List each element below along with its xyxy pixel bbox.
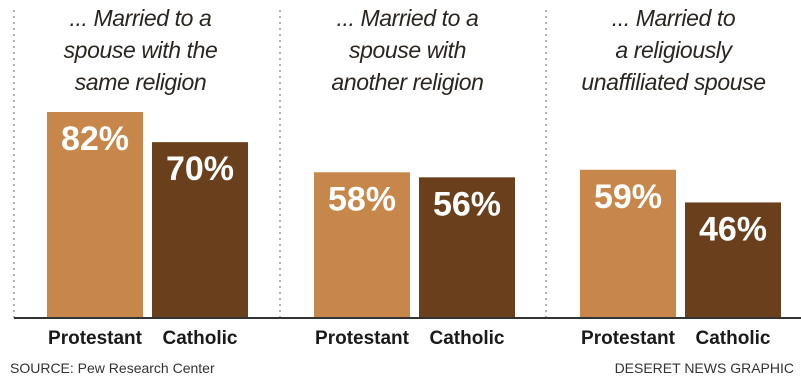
panel-title-line: spouse with xyxy=(349,37,466,63)
category-label: Protestant xyxy=(581,328,676,349)
panel-title-line: ... Married to xyxy=(612,5,736,31)
bar-catholic xyxy=(419,177,515,318)
panel-title-line: same religion xyxy=(75,69,207,95)
panel-title-line: another religion xyxy=(331,69,483,95)
bar-protestant xyxy=(314,172,410,318)
chart-panel: ... Married to a spouse with another relig… xyxy=(314,5,515,349)
category-label: Protestant xyxy=(48,328,143,349)
chart-panel: ... Married to a spouse with the same reli… xyxy=(47,5,248,349)
bar-value-label: 46% xyxy=(699,210,767,248)
panel-title-line: ... Married to a xyxy=(337,5,479,31)
bar-value-label: 70% xyxy=(166,150,234,188)
category-label: Catholic xyxy=(430,328,505,349)
panel-title: ... Married to a spouse with another relig… xyxy=(331,5,483,95)
panel-title: ... Married to a spouse with the same reli… xyxy=(64,5,218,95)
panel-title-line: unaffiliated spouse xyxy=(581,69,765,95)
bar-catholic xyxy=(152,142,248,318)
chart-panel: ... Married to a religiously unaffiliated … xyxy=(580,5,781,349)
graphic-credit: DESERET NEWS GRAPHIC xyxy=(615,360,794,376)
source-note: SOURCE: Pew Research Center xyxy=(10,360,215,376)
bar-value-label: 58% xyxy=(328,180,396,218)
bar-value-label: 56% xyxy=(433,185,501,223)
panel-title-line: a religiously xyxy=(615,37,733,63)
bar-value-label: 59% xyxy=(594,178,662,216)
panel-title: ... Married to a religiously unaffiliated … xyxy=(581,5,765,95)
panel-title-line: ... Married to a xyxy=(70,5,212,31)
bar-protestant xyxy=(580,169,676,318)
bar-value-label: 82% xyxy=(61,120,129,158)
panel-title-line: spouse with the xyxy=(64,37,218,63)
bar-catholic xyxy=(685,202,781,318)
category-label: Catholic xyxy=(163,328,238,349)
bar-protestant xyxy=(47,112,143,318)
category-label: Protestant xyxy=(315,328,410,349)
category-label: Catholic xyxy=(696,328,771,349)
